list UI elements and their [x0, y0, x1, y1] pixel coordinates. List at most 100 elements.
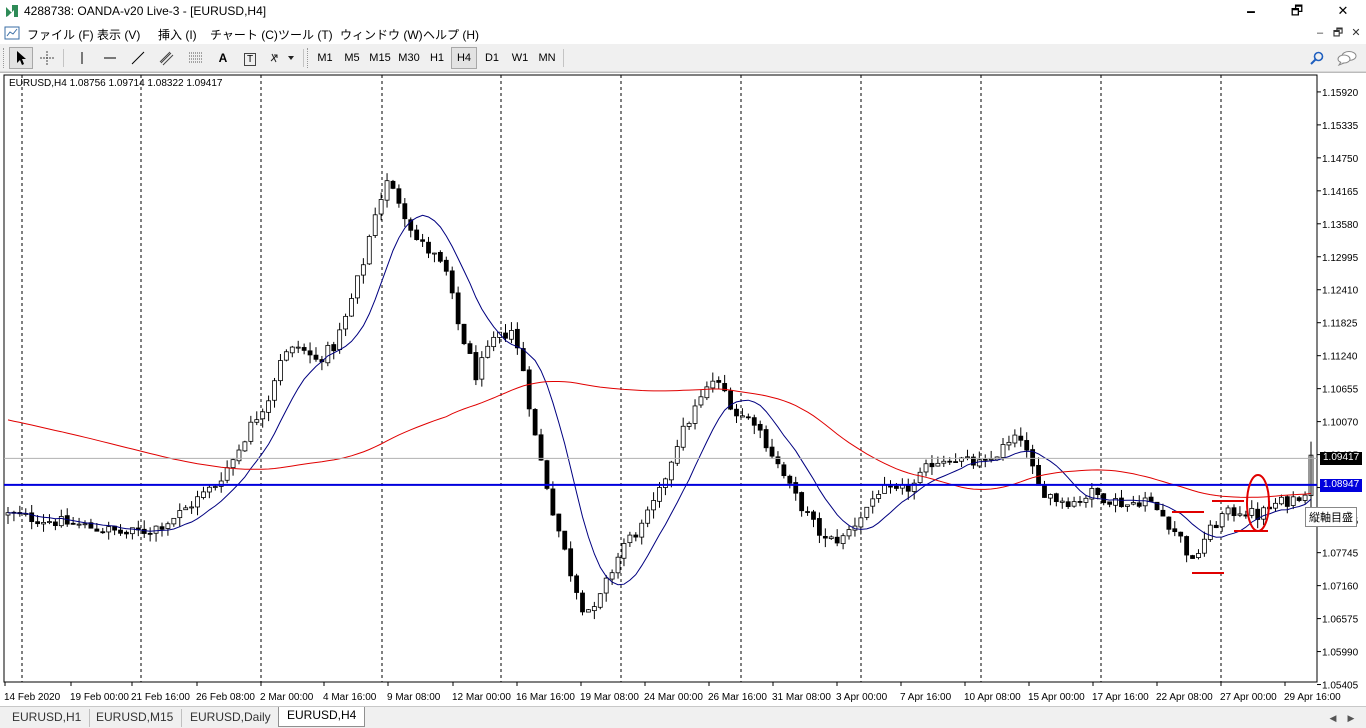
bull-candle [212, 486, 218, 488]
y-axis-tick-label: 1.05990 [1322, 648, 1359, 659]
timeframe-h4-button[interactable]: H4 [451, 47, 477, 69]
chart-symbol-info: EURUSD,H4 1.08756 1.09714 1.08322 1.0941… [9, 78, 223, 89]
trendline-tool-button[interactable] [126, 47, 150, 69]
x-axis-tick-label: 31 Mar 08:00 [772, 692, 831, 703]
maximize-button[interactable]: 🗗 [1290, 3, 1304, 18]
bull-candle [674, 446, 680, 464]
bull-candle [609, 572, 615, 580]
fibonacci-tool-button[interactable] [183, 47, 209, 69]
fast-moving-average-line [7, 214, 1312, 586]
x-axis-tick-label: 24 Mar 00:00 [644, 692, 703, 703]
minimize-button[interactable]: 🗕 [1246, 3, 1256, 18]
bear-candle [971, 456, 976, 466]
tab-eurusd-h4[interactable]: EURUSD,H4 [278, 707, 366, 727]
bull-candle [639, 522, 645, 538]
bear-candle [1172, 528, 1178, 533]
chat-button[interactable] [1334, 47, 1360, 69]
bull-candle [864, 506, 870, 518]
cursor-tool-button[interactable] [9, 47, 33, 69]
bear-candle [390, 180, 396, 189]
bull-candle [988, 458, 994, 461]
bull-candle [1273, 502, 1278, 509]
price-chart[interactable]: 1.15920 1.15335 1.14750 1.14165 1.13580 1.129… [0, 73, 1366, 707]
bull-candle [657, 487, 662, 502]
bull-candle [911, 482, 917, 492]
close-button[interactable]: ✕ [1337, 3, 1349, 18]
bear-candle [514, 328, 520, 349]
bull-candle [5, 512, 11, 516]
timeframe-m1-button[interactable]: M1 [317, 52, 333, 64]
bear-candle [888, 485, 893, 488]
vertical-line-tool-button[interactable] [70, 47, 94, 69]
timeframe-h1-button[interactable]: H1 [429, 52, 445, 64]
tab-eurusd-daily[interactable]: EURUSD,Daily [182, 709, 280, 727]
bear-candle [817, 518, 822, 536]
bull-candle [509, 330, 514, 340]
mdi-close-button[interactable]: ✕ [1351, 27, 1361, 39]
mdi-minimize-button[interactable]: ‒ [1316, 27, 1324, 39]
mdi-restore-button[interactable]: 🗗 [1332, 27, 1344, 39]
chart-window-icon[interactable] [4, 25, 20, 41]
y-axis-tick-label: 1.13580 [1322, 220, 1359, 231]
bear-candle [1024, 440, 1030, 451]
toolbar-grip[interactable] [307, 48, 310, 68]
equidistant-channel-tool-button[interactable] [154, 47, 180, 69]
bear-candle [822, 536, 828, 539]
crosshair-tool-button[interactable] [35, 47, 59, 69]
annotation-red-ellipse[interactable] [1246, 474, 1270, 532]
text-label-tool-button[interactable]: T [239, 47, 261, 69]
tab-scroll-right-icon[interactable]: ▶ [1347, 713, 1355, 723]
bull-candle [1000, 444, 1006, 458]
bear-candle [313, 354, 319, 360]
bear-candle [775, 456, 781, 465]
text-tool-button[interactable]: A [218, 51, 228, 65]
bear-candle [1213, 524, 1219, 529]
bull-candle [360, 264, 366, 276]
bull-candle [1059, 500, 1065, 503]
horizontal-line-tool-button[interactable] [98, 47, 122, 69]
timeframe-d1-button[interactable]: D1 [484, 52, 500, 64]
timeframe-m5-button[interactable]: M5 [344, 52, 360, 64]
menu-file[interactable]: ファイル (F) [27, 28, 94, 42]
bear-candle [947, 460, 953, 463]
arrows-tool-button[interactable] [266, 47, 298, 69]
toolbar-grip[interactable] [3, 48, 6, 68]
timeframe-w1-button[interactable]: W1 [511, 52, 529, 64]
bear-candle [526, 369, 532, 410]
bull-candle [591, 606, 597, 612]
chart-window[interactable]: 1.15920 1.15335 1.14750 1.14165 1.13580 1.129… [0, 72, 1366, 706]
menu-view[interactable]: 表示 (V) [97, 28, 141, 42]
bear-candle [1053, 493, 1059, 503]
bear-candle [331, 344, 337, 352]
tab-scroll-left-icon[interactable]: ◀ [1329, 713, 1337, 723]
vertical-line-icon [81, 52, 83, 64]
bear-candle [396, 188, 402, 204]
tab-eurusd-m15[interactable]: EURUSD,M15 [88, 709, 183, 727]
x-axis-tick-label: 10 Apr 08:00 [964, 692, 1021, 703]
bull-candle [1201, 538, 1207, 554]
bull-candle [870, 498, 876, 507]
bull-candle [976, 459, 982, 467]
search-button[interactable] [1306, 47, 1328, 69]
timeframe-m30-button[interactable]: M30 [398, 52, 420, 64]
bull-candle [1089, 488, 1095, 500]
menu-insert[interactable]: 挿入 (I) [158, 28, 197, 42]
bear-candle [1119, 497, 1124, 508]
menu-charts[interactable]: チャート (C) [210, 28, 278, 42]
timeframe-m15-button[interactable]: M15 [369, 52, 391, 64]
bear-candle [734, 408, 739, 417]
bear-candle [100, 531, 106, 534]
menu-window[interactable]: ウィンドウ (W) [340, 28, 423, 42]
timeframe-mn-button[interactable]: MN [538, 52, 556, 64]
slow-moving-average-line [7, 381, 1312, 498]
title-bar: 4288738: OANDA-v20 Live-3 - [EURUSD,H4] … [0, 0, 1366, 22]
bull-candle [704, 386, 710, 399]
bull-candle [206, 486, 212, 493]
bull-candle [355, 275, 360, 299]
tab-eurusd-h1[interactable]: EURUSD,H1 [4, 709, 91, 727]
bull-candle [710, 380, 716, 389]
menu-help[interactable]: ヘルプ (H) [423, 28, 479, 42]
bull-candle [272, 380, 277, 401]
bear-candle [1184, 536, 1190, 556]
menu-tools[interactable]: ツール (T) [278, 28, 333, 42]
